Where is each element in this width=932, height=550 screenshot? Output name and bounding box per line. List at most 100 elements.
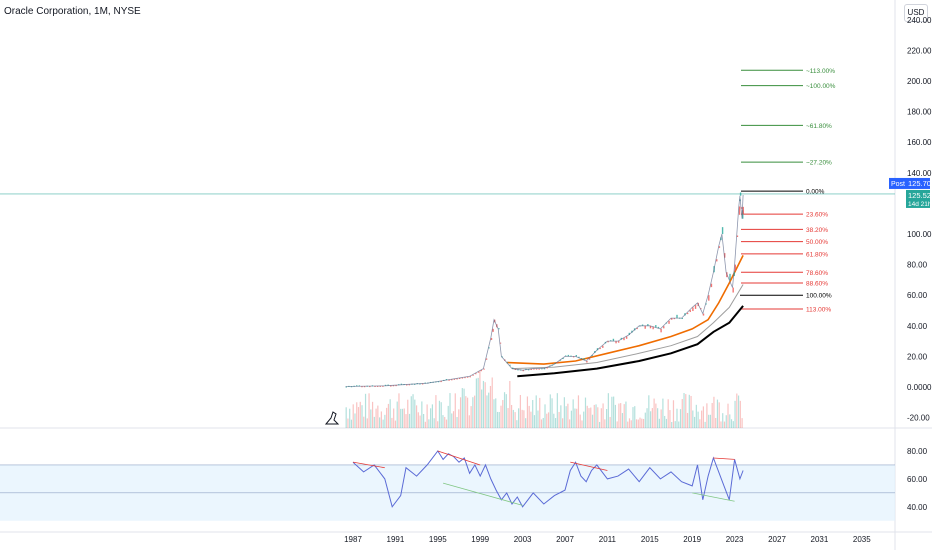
volume-bar (725, 415, 727, 428)
price-candle (580, 357, 583, 359)
price-tick-label: 140.00 (907, 169, 932, 178)
volume-bar (627, 421, 629, 428)
time-tick-label: 2035 (853, 535, 871, 544)
volume-bar (709, 414, 712, 428)
volume-bar (345, 407, 347, 428)
volume-bar (454, 393, 456, 428)
volume-bar (540, 419, 543, 428)
volume-bar (711, 402, 713, 428)
price-candle (710, 283, 713, 288)
volume-bar (702, 406, 704, 428)
logo-icon (324, 411, 340, 425)
price-tick-label: 0.0000 (907, 383, 932, 392)
price-candle (729, 273, 731, 280)
volume-bar (542, 417, 544, 428)
volume-bar (525, 418, 527, 428)
price-candle (739, 192, 742, 196)
price-candle (448, 379, 450, 381)
volume-bar (625, 401, 627, 428)
price-candle (686, 312, 689, 315)
price-candle (657, 326, 660, 329)
price-candle (356, 385, 358, 387)
price-candle (499, 342, 502, 344)
volume-bar (613, 396, 615, 428)
price-candle (692, 307, 694, 312)
price-candle (533, 368, 535, 370)
price-candle (406, 384, 408, 386)
ma-black-line (517, 305, 744, 378)
price-candle (522, 370, 524, 372)
volume-bar (530, 411, 532, 428)
time-tick-label: 1995 (429, 535, 447, 544)
volume-bar (639, 417, 641, 428)
rsi-divergence-line (713, 457, 735, 460)
volume-bar (526, 396, 529, 428)
countdown: 14d 21h (908, 201, 932, 208)
volume-bar (618, 403, 620, 428)
volume-bar (734, 400, 736, 428)
volume-bar (577, 395, 580, 428)
volume-bar (681, 399, 683, 428)
volume-bar (433, 418, 435, 428)
volume-bar (412, 394, 414, 428)
time-tick-label: 2011 (599, 535, 617, 544)
volume-bar (609, 416, 611, 428)
fib-level-label: 38.20% (806, 227, 828, 234)
price-candle (408, 384, 411, 386)
volume-bar (375, 408, 377, 428)
price-candle (490, 338, 493, 340)
price-tick-label: 220.00 (907, 46, 932, 55)
price-tick-label: 160.00 (907, 138, 932, 147)
volume-bar (350, 419, 353, 428)
volume-bar (430, 408, 432, 428)
volume-bar (488, 392, 490, 428)
price-candle (718, 246, 721, 248)
price-candle (742, 210, 744, 219)
volume-bar (607, 393, 609, 428)
volume-bar (590, 407, 592, 428)
volume-bar (489, 385, 492, 428)
price-candle (689, 310, 691, 313)
volume-bar (597, 407, 599, 428)
price-candle (379, 385, 381, 387)
volume-bar (708, 414, 710, 428)
volume-bar (386, 407, 388, 428)
currency-button[interactable]: USD (904, 4, 928, 22)
volume-bar (569, 419, 571, 428)
price-candle (567, 354, 570, 357)
volume-bar (447, 405, 449, 428)
volume-bar (556, 393, 558, 428)
volume-bar (628, 418, 631, 428)
volume-bar (665, 418, 668, 428)
time-tick-label: 2003 (514, 535, 532, 544)
time-tick-label: 2023 (726, 535, 744, 544)
price-candle (660, 328, 662, 333)
price-candle (647, 324, 649, 326)
volume-bar (509, 380, 511, 428)
volume-bar (662, 398, 664, 428)
volume-bar (456, 417, 458, 428)
volume-bar (537, 410, 539, 428)
volume-bar (493, 399, 495, 428)
price-candle (562, 358, 564, 360)
price-candle (421, 383, 424, 385)
volume-bar (479, 370, 481, 428)
chart-title: Oracle Corporation, 1M, NYSE (4, 6, 141, 17)
price-candle (363, 386, 366, 388)
price-candle (602, 345, 604, 348)
price-candle (395, 385, 397, 387)
price-candle (599, 347, 601, 350)
volume-bar (547, 412, 550, 428)
volume-bar (444, 416, 446, 428)
price-candle (384, 384, 387, 386)
volume-bar (361, 405, 363, 428)
price-candle (400, 383, 403, 385)
price-candle (527, 369, 530, 371)
volume-bar (382, 419, 384, 428)
volume-bar (671, 421, 673, 428)
price-tick-label: 80.00 (907, 261, 928, 270)
price-tick-label: 200.00 (907, 77, 932, 86)
price-candle (488, 347, 490, 349)
